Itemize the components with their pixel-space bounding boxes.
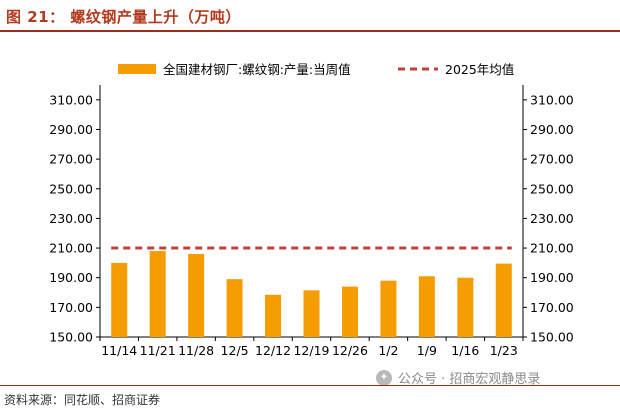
x-tick-label: 12/5 [221,343,249,358]
bar [111,262,128,337]
y-tick-label-right: 170.00 [530,300,574,315]
bar [380,280,397,337]
bar [188,253,205,337]
bar [457,277,474,337]
y-tick-label-right: 190.00 [530,270,574,285]
x-tick-label: 12/19 [293,343,329,358]
bar [341,286,358,337]
title-rule [0,30,620,32]
source-note: 资料来源：同花顺、招商证券 [4,393,161,407]
legend: 全国建材钢厂:螺纹钢:产量:当周值 2025年均值 [118,62,514,77]
bar [226,279,243,337]
x-tick-label: 12/26 [332,343,368,358]
y-tick-label-right: 270.00 [530,152,574,167]
x-tick-label: 1/2 [378,343,398,358]
footer-rule [0,385,620,386]
y-tick-label-right: 290.00 [530,122,574,137]
y-tick-label-right: 210.00 [530,241,574,256]
axes [96,85,527,341]
bar [149,251,166,337]
y-tick-label-right: 230.00 [530,211,574,226]
watermark: ✦ 公众号 · 招商宏观静思录 [376,368,540,387]
y-tick-label-right: 250.00 [530,181,574,196]
bar [495,263,512,337]
x-tick-label: 12/12 [255,343,291,358]
y-tick-label-left: 290.00 [49,122,93,137]
x-tick-label: 11/28 [178,343,214,358]
y-tick-label-right: 310.00 [530,92,574,107]
y-tick-label-right: 150.00 [530,330,574,345]
y-tick-label-left: 190.00 [49,270,93,285]
legend-label-average: 2025年均值 [445,62,514,77]
bars [111,251,512,337]
x-tick-label: 11/21 [140,343,176,358]
y-tick-label-left: 210.00 [49,241,93,256]
legend-label-bar: 全国建材钢厂:螺纹钢:产量:当周值 [163,62,351,77]
y-tick-label-left: 150.00 [49,330,93,345]
x-tick-label: 1/9 [417,343,437,358]
bar [303,290,320,337]
y-tick-label-left: 230.00 [49,211,93,226]
figure-title: 图 21： 螺纹钢产量上升（万吨） [6,8,241,26]
x-tick-label: 1/16 [451,343,479,358]
y-tick-label-left: 310.00 [49,92,93,107]
y-tick-label-left: 270.00 [49,152,93,167]
legend-swatch-bar [118,64,156,74]
y-tick-label-left: 170.00 [49,300,93,315]
x-tick-label: 1/23 [490,343,518,358]
y-tick-label-left: 250.00 [49,181,93,196]
x-tick-label: 11/14 [101,343,137,358]
watermark-text: 公众号 · 招商宏观静思录 [398,372,541,387]
bar [265,294,282,337]
bar [418,276,435,337]
tick-labels: 150.00 150.00 170.00 170.00 190.00 190.00 210.… [49,92,574,358]
wechat-icon: ✦ [376,369,392,386]
